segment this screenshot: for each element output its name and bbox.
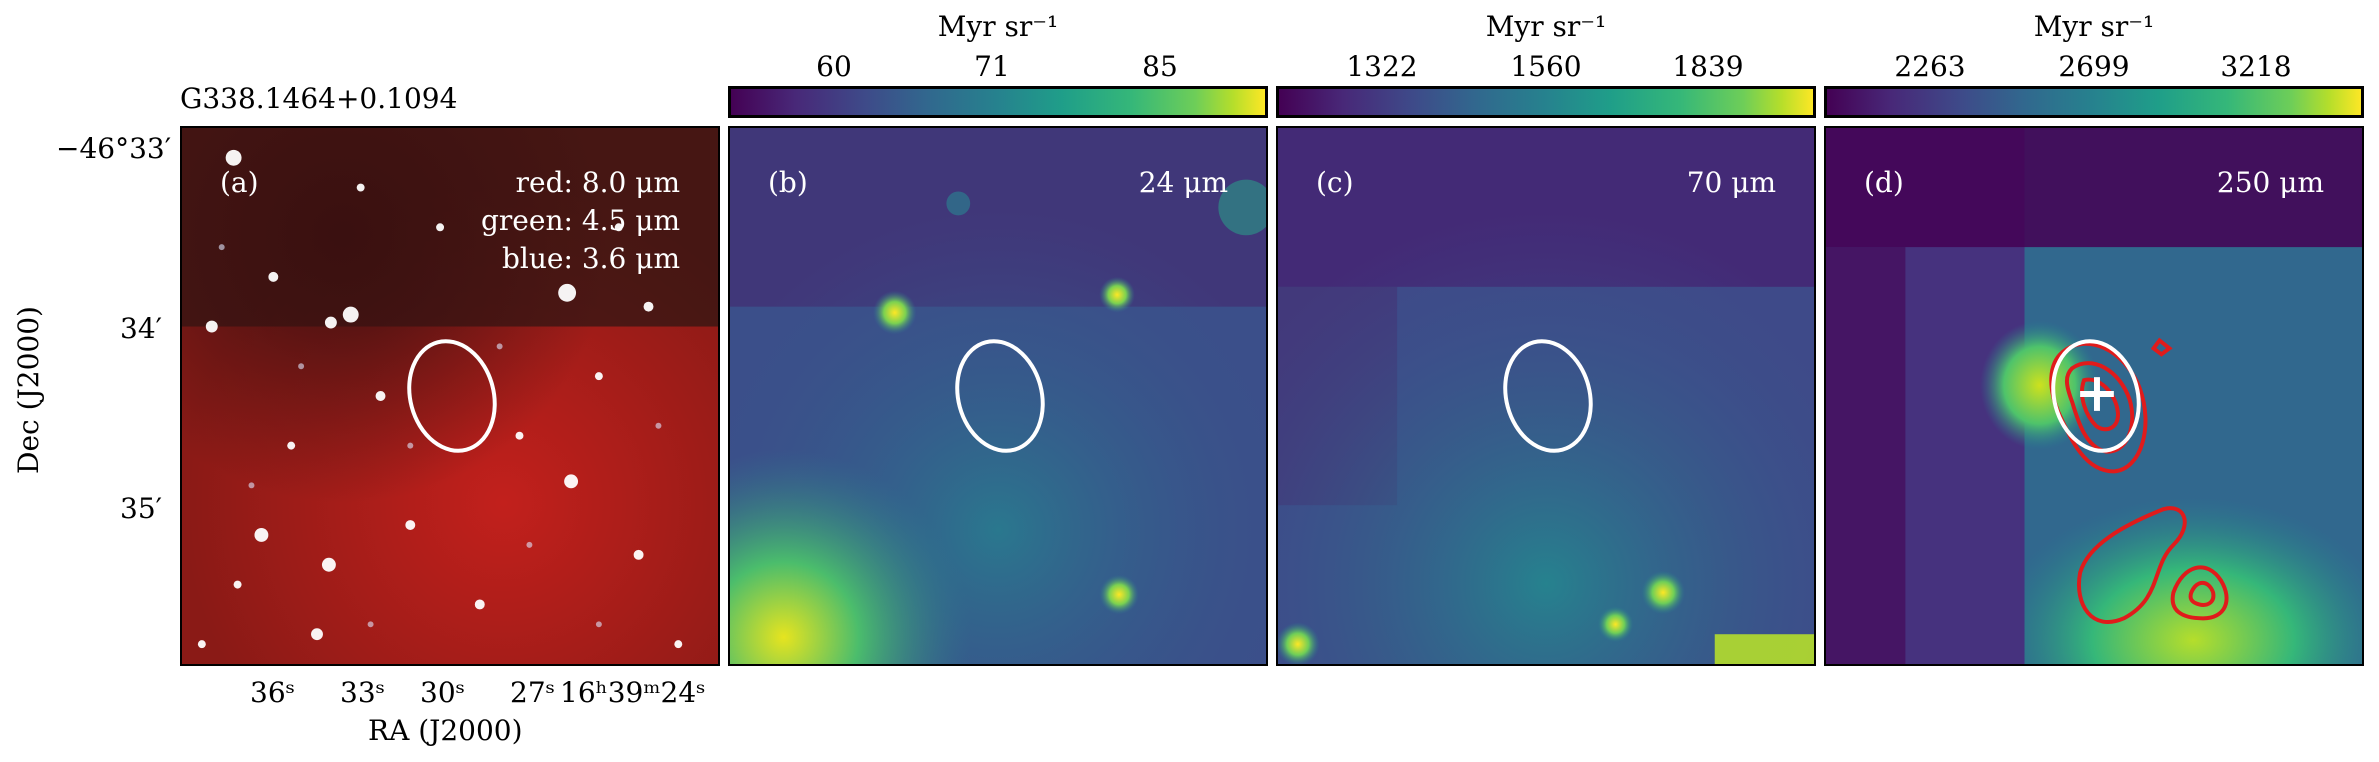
colorbar-tick: 71 (974, 50, 1010, 83)
colorbar-gradient (1276, 86, 1816, 118)
x-tick-label: 33ˢ (340, 676, 386, 709)
panel-label: (c) (1316, 166, 1354, 199)
wavelength-label: 24 μm (1138, 166, 1228, 199)
panel-a-rgb-image: (a) red: 8.0 μm green: 4.5 μm blue: 3.6 … (180, 126, 720, 666)
colorbar-gradient (728, 86, 1268, 118)
legend-red: red: 8.0 μm (515, 166, 680, 199)
colorbar-gradient (1824, 86, 2364, 118)
map-70um (1278, 128, 1814, 664)
legend-blue: blue: 3.6 μm (502, 242, 680, 275)
aperture-ellipse (407, 339, 497, 453)
colorbar-tick: 3218 (2220, 50, 2292, 83)
colorbar-title: Myr sr⁻¹ (1485, 10, 1607, 43)
x-tick-label: 27ˢ (510, 676, 556, 709)
y-tick-label: 34′ (120, 312, 162, 345)
colorbar-title: Myr sr⁻¹ (937, 10, 1059, 43)
panel-label: (d) (1864, 166, 1904, 199)
x-tick-label: 16ʰ39ᵐ24ˢ (560, 676, 706, 709)
source-name: G338.1464+0.1094 (180, 82, 458, 115)
aperture-ellipse (1503, 339, 1593, 453)
y-tick-label: 35′ (120, 492, 162, 525)
colorbar-d: Myr sr⁻¹ 2263 2699 3218 (1824, 0, 2364, 122)
colorbar-tick: 2699 (2058, 50, 2130, 83)
wavelength-label: 250 μm (2216, 166, 2324, 199)
colorbar-tick: 60 (816, 50, 852, 83)
colorbar-tick: 2263 (1894, 50, 1966, 83)
panel-label: (b) (768, 166, 808, 199)
colorbar-c: Myr sr⁻¹ 1322 1560 1839 (1276, 0, 1816, 122)
peak-marker-cross (2080, 377, 2114, 411)
map-250um (1826, 128, 2362, 664)
wavelength-label: 70 μm (1686, 166, 1776, 199)
rgb-composite-image (182, 128, 718, 664)
legend-green: green: 4.5 μm (481, 204, 680, 237)
y-axis-title: Dec (J2000) (12, 306, 45, 474)
x-axis-title: RA (J2000) (368, 714, 523, 747)
panel-d-250um-image: (d) 250 μm (1824, 126, 2364, 666)
colorbar-title: Myr sr⁻¹ (2033, 10, 2155, 43)
aperture-ellipse (2051, 339, 2141, 453)
panel-label: (a) (220, 166, 259, 199)
panel-b-24um-image: (b) 24 μm (728, 126, 1268, 666)
aperture-ellipse (955, 339, 1045, 453)
map-24um (730, 128, 1266, 664)
y-tick-label: −46°33′ (56, 132, 172, 165)
panel-c-70um-image: (c) 70 μm (1276, 126, 1816, 666)
colorbar-tick: 1839 (1672, 50, 1744, 83)
colorbar-tick: 1322 (1346, 50, 1418, 83)
x-tick-label: 30ˢ (420, 676, 466, 709)
x-tick-label: 36ˢ (250, 676, 296, 709)
rgb-legend: red: 8.0 μm green: 4.5 μm blue: 3.6 μm (481, 164, 680, 278)
colorbar-b: Myr sr⁻¹ 60 71 85 (728, 0, 1268, 122)
colorbar-tick: 85 (1142, 50, 1178, 83)
colorbar-tick: 1560 (1510, 50, 1582, 83)
